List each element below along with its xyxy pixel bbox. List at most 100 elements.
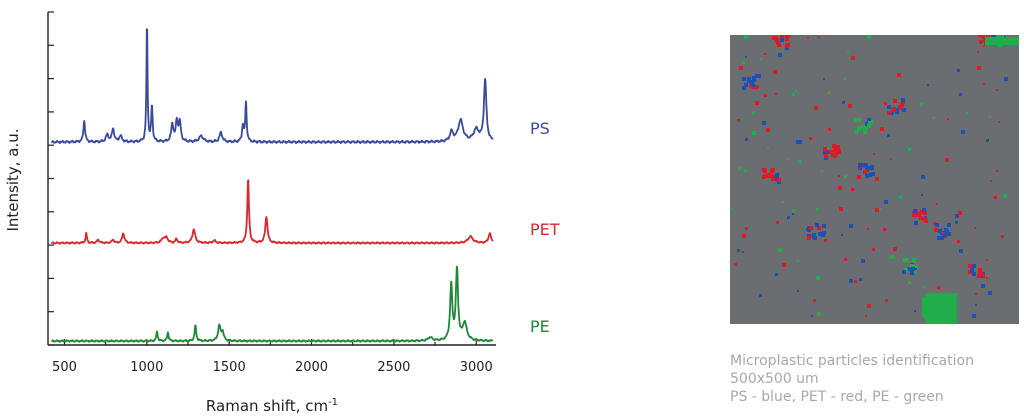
particle-cluster-pixel bbox=[865, 174, 869, 178]
x-axis-label-superscript: -1 bbox=[328, 397, 338, 408]
particle-cluster-pixel bbox=[817, 226, 821, 230]
particle-cluster-pixel bbox=[902, 270, 906, 274]
particle bbox=[899, 196, 902, 199]
particle bbox=[977, 51, 979, 53]
particle bbox=[742, 251, 744, 253]
particle bbox=[986, 259, 988, 261]
particle-cluster-pixel bbox=[968, 270, 972, 274]
particle-cluster-pixel bbox=[818, 232, 822, 236]
particle-cluster-pixel bbox=[774, 36, 778, 40]
particle bbox=[851, 188, 854, 191]
particle bbox=[981, 284, 985, 288]
particle-cluster-pixel bbox=[863, 130, 867, 134]
particle-cluster-pixel bbox=[935, 223, 939, 227]
particle-cluster-pixel bbox=[900, 103, 904, 107]
particle bbox=[795, 90, 797, 92]
particle bbox=[744, 35, 748, 39]
large-pe-particle-edge bbox=[922, 297, 926, 317]
particle bbox=[867, 35, 871, 39]
particle-cluster-pixel bbox=[751, 85, 755, 89]
particle-cluster-pixel bbox=[857, 175, 861, 179]
large-pe-particle bbox=[925, 293, 957, 324]
particle-cluster-pixel bbox=[770, 174, 774, 178]
particle bbox=[767, 147, 769, 149]
particle-cluster-pixel bbox=[832, 144, 836, 148]
particle bbox=[945, 158, 949, 162]
particle bbox=[998, 121, 1000, 123]
particle-cluster-pixel bbox=[945, 230, 949, 234]
series-line-pet bbox=[50, 179, 494, 245]
particle bbox=[824, 239, 827, 242]
particle-cluster-pixel bbox=[812, 233, 816, 237]
particle bbox=[958, 211, 962, 215]
particle bbox=[778, 53, 782, 57]
particle bbox=[961, 130, 965, 134]
particle bbox=[890, 255, 894, 259]
particle bbox=[759, 294, 762, 297]
particle bbox=[867, 228, 869, 230]
particle-cluster-pixel bbox=[916, 213, 920, 217]
particle bbox=[823, 78, 825, 80]
particle bbox=[861, 259, 865, 263]
particle bbox=[885, 299, 888, 302]
particle bbox=[742, 61, 745, 64]
particle-cluster-pixel bbox=[785, 37, 789, 41]
particle-cluster-pixel bbox=[970, 268, 974, 272]
particle-cluster-pixel bbox=[924, 219, 928, 223]
particle bbox=[986, 139, 989, 142]
x-ticks: 500 1000 1500 2000 2500 3000 bbox=[52, 339, 493, 375]
particle bbox=[996, 89, 998, 91]
particle bbox=[966, 112, 968, 114]
particle bbox=[872, 248, 875, 251]
particle bbox=[865, 315, 867, 317]
particle-cluster-pixel bbox=[864, 126, 868, 130]
particle-cluster-pixel bbox=[902, 108, 906, 112]
particle-cluster-pixel bbox=[868, 121, 872, 125]
map-caption: Microplastic particles identification 50… bbox=[730, 352, 974, 406]
particle bbox=[737, 119, 740, 122]
particle-cluster-pixel bbox=[905, 258, 909, 262]
particle bbox=[792, 213, 794, 215]
particle-cluster-pixel bbox=[898, 106, 902, 110]
particle bbox=[849, 279, 853, 283]
particle bbox=[867, 304, 871, 308]
particle bbox=[738, 167, 741, 170]
particle bbox=[920, 103, 923, 106]
series-group bbox=[50, 28, 494, 343]
series-label-ps: PS bbox=[530, 119, 550, 138]
particle-cluster-pixel bbox=[871, 172, 875, 176]
particle bbox=[893, 247, 897, 251]
particle bbox=[975, 304, 977, 306]
particle bbox=[787, 158, 789, 160]
particle bbox=[773, 70, 777, 74]
particle-cluster-pixel bbox=[777, 178, 781, 182]
particle bbox=[841, 234, 843, 236]
particle bbox=[927, 84, 929, 86]
particle bbox=[744, 169, 747, 172]
particle-cluster-pixel bbox=[907, 267, 911, 271]
particle-cluster-pixel bbox=[785, 46, 789, 50]
particle bbox=[796, 140, 800, 144]
particle-cluster-pixel bbox=[922, 217, 926, 221]
particle-cluster-pixel bbox=[910, 271, 914, 275]
particle bbox=[797, 290, 799, 292]
particle bbox=[809, 137, 812, 140]
particle bbox=[875, 208, 879, 212]
particle bbox=[821, 170, 823, 172]
particle-cluster-pixel bbox=[893, 99, 897, 103]
particle bbox=[798, 160, 801, 163]
particle-cluster-pixel bbox=[858, 163, 862, 167]
particle bbox=[737, 249, 740, 252]
particle bbox=[798, 140, 802, 144]
particle bbox=[959, 249, 963, 253]
particle-cluster-pixel bbox=[868, 173, 872, 177]
particle bbox=[776, 221, 779, 224]
particle-cluster-pixel bbox=[750, 80, 754, 84]
particle bbox=[873, 153, 875, 155]
particle-cluster-pixel bbox=[787, 35, 791, 37]
particle-cluster-pixel bbox=[947, 232, 951, 236]
particle bbox=[890, 158, 892, 160]
particle bbox=[792, 209, 795, 212]
x-tick-label: 1500 bbox=[213, 360, 246, 375]
particle-cluster-pixel bbox=[901, 98, 905, 102]
